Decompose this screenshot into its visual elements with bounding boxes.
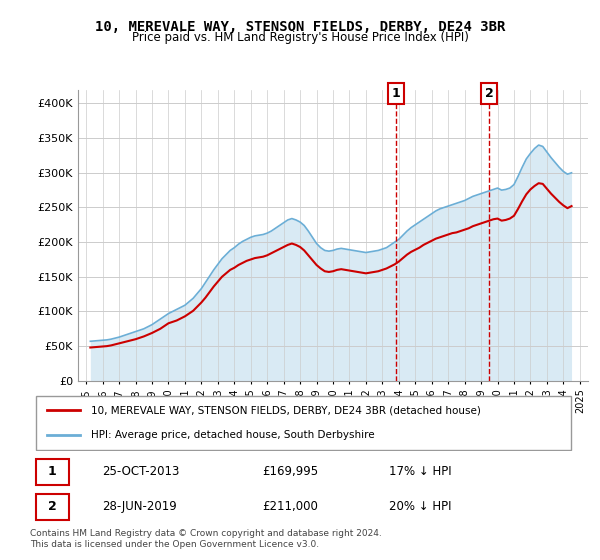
Text: 1: 1 — [48, 465, 56, 478]
Text: £169,995: £169,995 — [262, 465, 318, 478]
Text: £211,000: £211,000 — [262, 500, 318, 514]
Text: HPI: Average price, detached house, South Derbyshire: HPI: Average price, detached house, Sout… — [91, 430, 374, 440]
FancyBboxPatch shape — [35, 459, 68, 485]
Text: Price paid vs. HM Land Registry's House Price Index (HPI): Price paid vs. HM Land Registry's House … — [131, 31, 469, 44]
Text: 2: 2 — [48, 500, 56, 514]
Text: 10, MEREVALE WAY, STENSON FIELDS, DERBY, DE24 3BR (detached house): 10, MEREVALE WAY, STENSON FIELDS, DERBY,… — [91, 405, 481, 416]
FancyBboxPatch shape — [35, 493, 68, 520]
Text: Contains HM Land Registry data © Crown copyright and database right 2024.
This d: Contains HM Land Registry data © Crown c… — [30, 529, 382, 549]
Text: 1: 1 — [391, 87, 400, 100]
Text: 17% ↓ HPI: 17% ↓ HPI — [389, 465, 451, 478]
Text: 20% ↓ HPI: 20% ↓ HPI — [389, 500, 451, 514]
Text: 28-JUN-2019: 28-JUN-2019 — [102, 500, 176, 514]
Text: 25-OCT-2013: 25-OCT-2013 — [102, 465, 179, 478]
FancyBboxPatch shape — [35, 396, 571, 450]
Text: 2: 2 — [485, 87, 494, 100]
Text: 10, MEREVALE WAY, STENSON FIELDS, DERBY, DE24 3BR: 10, MEREVALE WAY, STENSON FIELDS, DERBY,… — [95, 20, 505, 34]
